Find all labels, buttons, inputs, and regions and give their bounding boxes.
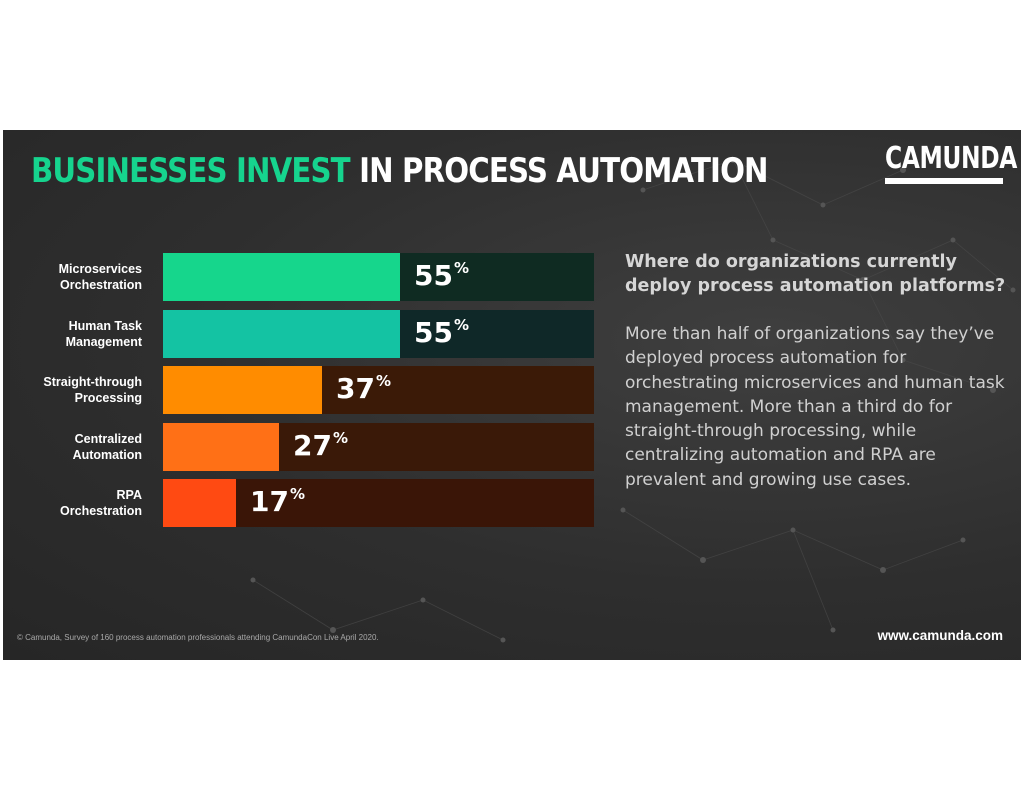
bar [163, 479, 236, 527]
data-label: 37% [336, 372, 391, 405]
bar [163, 422, 279, 471]
title-rest: IN PROCESS AUTOMATION [349, 151, 768, 191]
page-title: BUSINESSES INVEST IN PROCESS AUTOMATION [31, 151, 769, 191]
data-label: 55% [414, 315, 469, 349]
data-label: 27% [293, 428, 348, 462]
logo-text: CAMUNDA [885, 141, 1017, 176]
title-highlight: BUSINESSES INVEST [31, 151, 351, 191]
category-label: Microservices Orchestration [58, 262, 142, 292]
source-note: © Camunda, Survey of 160 process automat… [17, 633, 379, 642]
description-text: More than half of organizations say they… [625, 324, 1005, 490]
bar [163, 366, 322, 414]
category-label: Straight-through Processing [43, 375, 142, 405]
camunda-logo: CAMUNDA [885, 141, 1017, 184]
bar-track: 55% [163, 253, 594, 301]
bar-track: 17% [163, 479, 594, 527]
bar [163, 309, 400, 358]
website-link[interactable]: www.camunda.com [877, 628, 1003, 643]
category-label: Human Task Management [65, 318, 142, 349]
category-label: Centralized Automation [72, 431, 142, 462]
bar-track: 27% [163, 422, 594, 471]
bar-track: 55% [163, 309, 594, 358]
question-heading: Where do organizations currently deploy … [625, 252, 1006, 296]
network-background [250, 157, 1016, 643]
data-label: 55% [414, 259, 469, 292]
logo-underline [885, 178, 1003, 184]
data-label: 17% [250, 485, 305, 518]
bar [163, 253, 400, 301]
bar-track: 37% [163, 366, 594, 414]
category-label: RPA Orchestration [60, 488, 142, 518]
slide: BUSINESSES INVEST IN PROCESS AUTOMATION … [3, 130, 1021, 660]
